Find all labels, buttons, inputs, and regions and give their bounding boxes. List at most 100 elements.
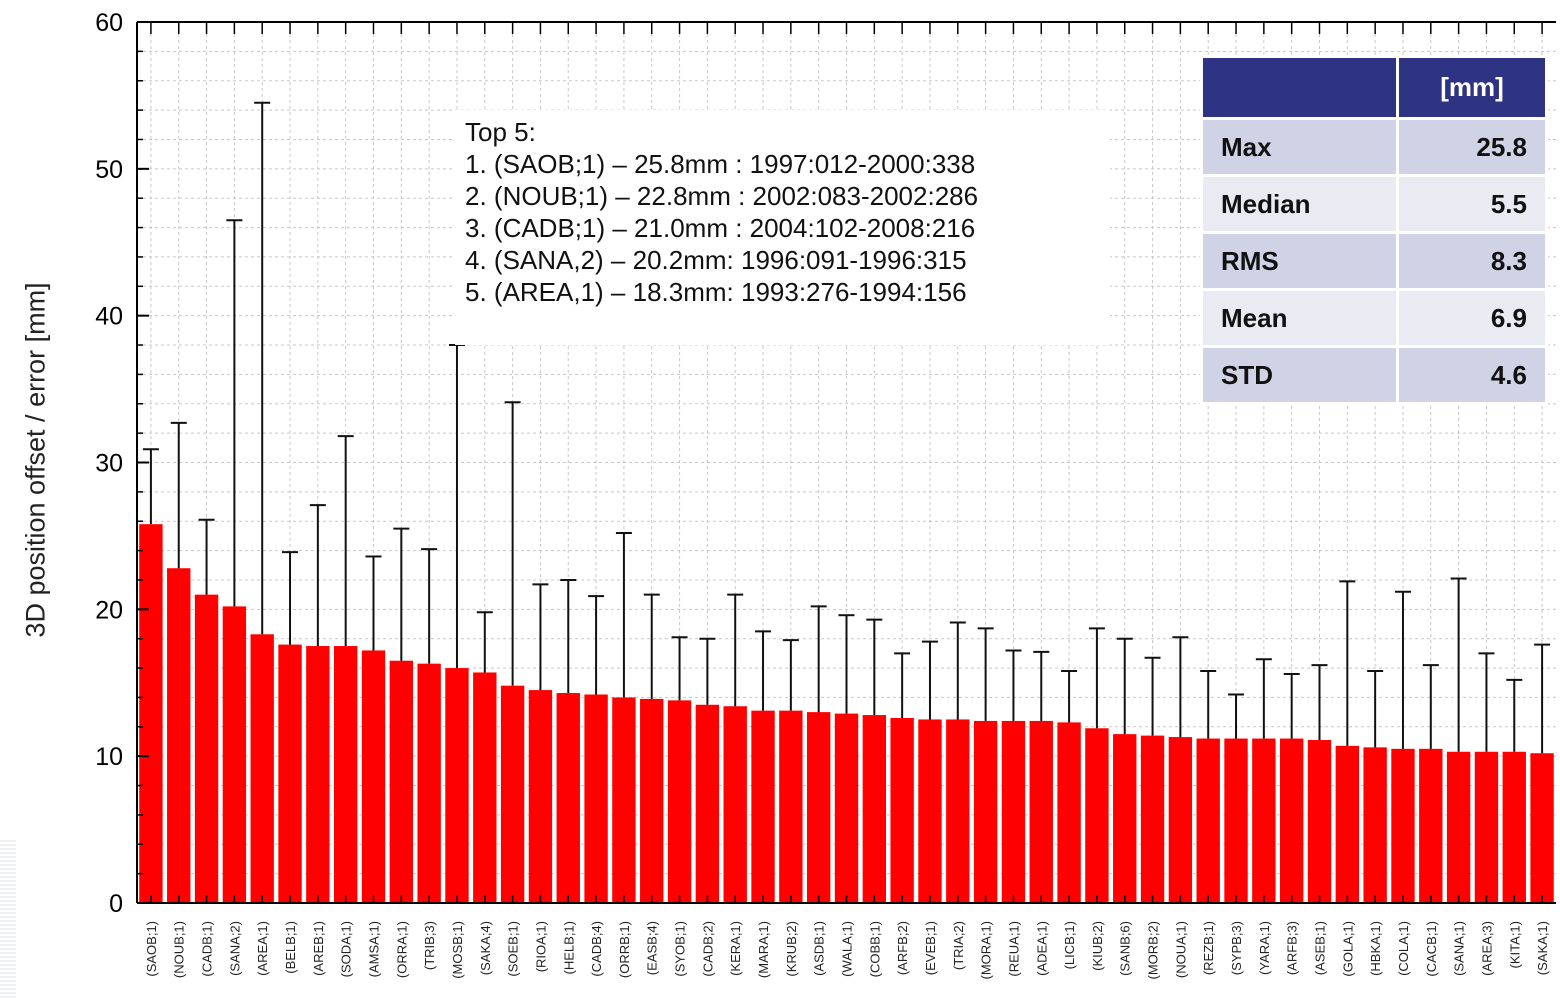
y-tick-label: 0 (109, 890, 123, 918)
x-tick-label: (SAOB;1) (144, 921, 159, 977)
bar (724, 706, 747, 903)
y-tick-label: 30 (95, 450, 123, 478)
stats-value: 6.9 (1398, 290, 1547, 347)
stats-label: STD (1202, 347, 1398, 404)
x-tick-label: (COLA;1) (1396, 921, 1411, 976)
bar (223, 606, 246, 903)
bar (1363, 747, 1386, 903)
x-tick-label: (SOEB;1) (506, 921, 521, 977)
x-tick-label: (SYPB;3) (1229, 921, 1244, 975)
x-tick-label: (KRUB;2) (784, 921, 799, 977)
stats-row-mean: Mean 6.9 (1202, 290, 1547, 347)
bar (1057, 722, 1080, 903)
bar (362, 650, 385, 903)
x-tick-label: (SAKA;4) (478, 921, 493, 975)
y-axis-label-wrap: 3D position offset / error [mm] (6, 20, 66, 900)
top5-line: 2. (NOUB;1) – 22.8mm : 2002:083-2002:286 (465, 180, 1100, 212)
x-tick-label: (HBKA;1) (1368, 921, 1383, 976)
bar (640, 699, 663, 903)
x-tick-label: (SODA;1) (339, 921, 354, 977)
bar (1419, 749, 1442, 903)
bar (807, 712, 830, 903)
bar (863, 715, 886, 903)
bar (445, 668, 468, 903)
bar (1252, 739, 1275, 903)
bar (473, 672, 496, 903)
x-tick-label: (CADB;2) (700, 921, 715, 977)
bar (1002, 721, 1025, 903)
x-tick-labels: (SAOB;1) (NOUB;1) (CADB;1) (SANA;2) (AREA;1)… (144, 921, 1550, 980)
stats-row-std: STD 4.6 (1202, 347, 1547, 404)
stats-header-empty (1202, 57, 1398, 119)
x-tick-label: (ASEB;1) (1313, 921, 1328, 975)
bar (1030, 721, 1053, 903)
bar (835, 714, 858, 903)
x-tick-label: (KIUB;2) (1090, 921, 1105, 971)
bar (779, 711, 802, 903)
x-tick-label: (ARFB;2) (895, 921, 910, 975)
y-tick-label: 20 (95, 596, 123, 624)
x-tick-label: (AREA;1) (255, 921, 270, 976)
top5-line: 5. (AREA,1) – 18.3mm: 1993:276-1994:156 (465, 276, 1100, 308)
x-tick-label: (ASDB;1) (812, 921, 827, 976)
x-tick-label: (REZB;1) (1201, 921, 1216, 975)
bar (529, 690, 552, 903)
x-tick-label: (YARA;1) (1257, 921, 1272, 975)
bar (974, 721, 997, 903)
x-tick-label: (CACB;1) (1424, 921, 1439, 977)
stats-row-rms: RMS 8.3 (1202, 233, 1547, 290)
bar (1280, 739, 1303, 903)
x-tick-label: (EVEB;1) (923, 921, 938, 975)
y-tick-label: 10 (95, 743, 123, 771)
x-tick-label: (ORRB;1) (617, 921, 632, 978)
top5-line: 3. (CADB;1) – 21.0mm : 2004:102-2008:216 (465, 212, 1100, 244)
bar (696, 705, 719, 903)
stats-row-median: Median 5.5 (1202, 176, 1547, 233)
stats-header-row: [mm] (1202, 57, 1547, 119)
x-tick-label: (NOUA;1) (1173, 921, 1188, 978)
bar (1169, 737, 1192, 903)
x-tick-label: (KITA;1) (1507, 921, 1522, 968)
bar (751, 711, 774, 903)
x-tick-label: (CADB;1) (200, 921, 215, 977)
x-tick-label: (MOSB;1) (450, 921, 465, 979)
x-tick-label: (SANA;1) (1452, 921, 1467, 976)
y-tick-label: 60 (95, 9, 123, 37)
bar (1391, 749, 1414, 903)
x-tick-label: (WALA;1) (840, 921, 855, 977)
x-tick-label: (BELB;1) (283, 921, 298, 974)
x-tick-label: (KERA;1) (728, 921, 743, 976)
bar (1447, 752, 1470, 903)
bar (668, 700, 691, 903)
y-axis-label: 3D position offset / error [mm] (21, 282, 52, 637)
top5-line: 4. (SANA,2) – 20.2mm: 1996:091-1996:315 (465, 244, 1100, 276)
x-tick-label: (LICB;1) (1062, 921, 1077, 969)
bar (139, 524, 162, 903)
bar (390, 661, 413, 903)
bar (334, 646, 357, 903)
bar (612, 697, 635, 903)
x-tick-label: (CADB;4) (589, 921, 604, 977)
stats-header-unit: [mm] (1398, 57, 1547, 119)
stats-row-max: Max 25.8 (1202, 119, 1547, 176)
x-tick-label: (AMSA;1) (367, 921, 382, 977)
x-tick-label: (EASB;4) (645, 921, 660, 975)
bar (1530, 753, 1553, 903)
bar (251, 634, 274, 903)
bar (890, 718, 913, 903)
y-tick-label: 50 (95, 156, 123, 184)
x-tick-label: (AREA;3) (1479, 921, 1494, 976)
y-tick-labels: 0 10 20 30 40 50 60 (95, 9, 123, 918)
x-tick-label: (SAKA;1) (1535, 921, 1550, 975)
stats-label: Median (1202, 176, 1398, 233)
bar (584, 694, 607, 903)
bar (1475, 752, 1498, 903)
bar (278, 645, 301, 903)
stats-value: 8.3 (1398, 233, 1547, 290)
y-tick-label: 40 (95, 303, 123, 331)
x-tick-label: (ADEA;1) (1034, 921, 1049, 976)
bar (167, 568, 190, 903)
x-tick-label: (RIOA;1) (533, 921, 548, 972)
stats-table: [mm] Max 25.8 Median 5.5 RMS 8.3 Mean 6.… (1200, 55, 1548, 405)
bar (918, 719, 941, 903)
